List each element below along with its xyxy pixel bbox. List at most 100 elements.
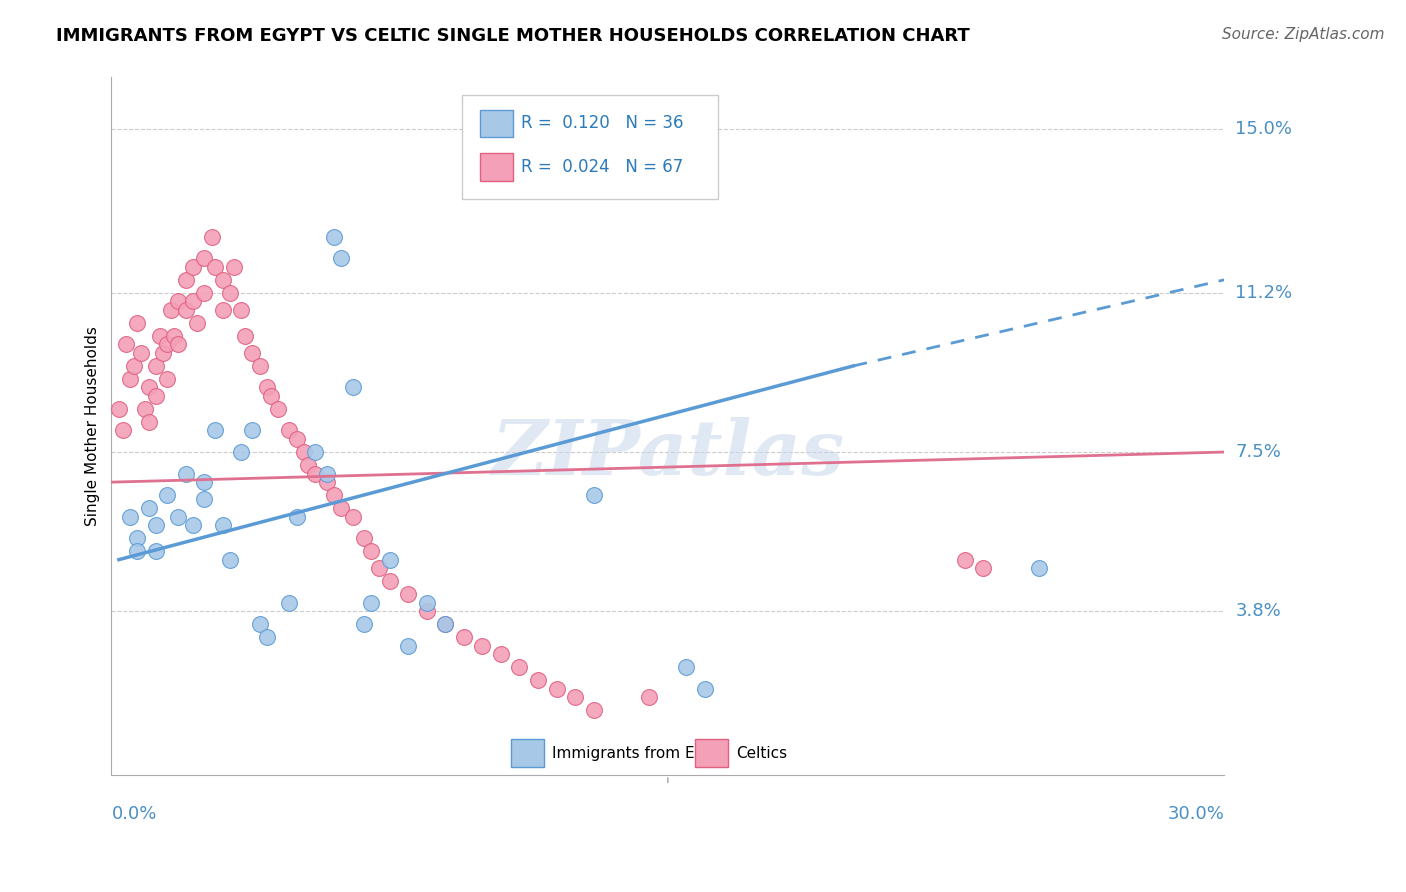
Text: Source: ZipAtlas.com: Source: ZipAtlas.com bbox=[1222, 27, 1385, 42]
Point bbox=[231, 302, 253, 317]
Point bbox=[193, 475, 215, 490]
Point bbox=[315, 475, 337, 490]
Point bbox=[278, 424, 301, 438]
Point bbox=[675, 660, 697, 674]
Point bbox=[231, 445, 253, 459]
Point bbox=[127, 316, 149, 330]
Point bbox=[527, 673, 550, 688]
Point bbox=[972, 561, 994, 575]
Point bbox=[453, 630, 475, 644]
Point bbox=[193, 252, 215, 266]
Point bbox=[508, 660, 530, 674]
Point bbox=[152, 346, 174, 360]
Point bbox=[174, 273, 197, 287]
Point bbox=[127, 531, 149, 545]
Point bbox=[159, 302, 181, 317]
Point bbox=[174, 302, 197, 317]
FancyBboxPatch shape bbox=[510, 739, 544, 767]
Point bbox=[174, 467, 197, 481]
Point bbox=[489, 648, 512, 662]
Point bbox=[242, 346, 264, 360]
Text: 11.2%: 11.2% bbox=[1236, 284, 1292, 301]
Point bbox=[167, 294, 190, 309]
Point bbox=[167, 509, 190, 524]
Point bbox=[122, 359, 145, 373]
Point bbox=[118, 372, 141, 386]
Point bbox=[323, 488, 346, 502]
Point bbox=[953, 552, 976, 566]
Point bbox=[129, 346, 152, 360]
Text: IMMIGRANTS FROM EGYPT VS CELTIC SINGLE MOTHER HOUSEHOLDS CORRELATION CHART: IMMIGRANTS FROM EGYPT VS CELTIC SINGLE M… bbox=[56, 27, 970, 45]
Point bbox=[416, 604, 439, 618]
FancyBboxPatch shape bbox=[479, 153, 513, 181]
Point bbox=[145, 518, 167, 533]
Point bbox=[1028, 561, 1050, 575]
Text: Immigrants from Egypt: Immigrants from Egypt bbox=[553, 747, 730, 762]
Point bbox=[127, 544, 149, 558]
Text: R =  0.120   N = 36: R = 0.120 N = 36 bbox=[522, 114, 683, 132]
Point bbox=[342, 380, 364, 394]
Point bbox=[260, 389, 283, 403]
Point bbox=[145, 389, 167, 403]
Point bbox=[434, 617, 457, 632]
Text: Celtics: Celtics bbox=[735, 747, 787, 762]
FancyBboxPatch shape bbox=[695, 739, 728, 767]
Point bbox=[145, 359, 167, 373]
Point bbox=[219, 285, 242, 300]
Point bbox=[211, 273, 233, 287]
Point bbox=[256, 380, 278, 394]
Text: 30.0%: 30.0% bbox=[1167, 805, 1225, 823]
Point bbox=[181, 518, 204, 533]
Point bbox=[249, 617, 271, 632]
Point bbox=[378, 574, 401, 589]
Point bbox=[193, 285, 215, 300]
Point bbox=[396, 587, 419, 601]
Point bbox=[378, 552, 401, 566]
Point bbox=[115, 337, 138, 351]
Point bbox=[342, 509, 364, 524]
Point bbox=[471, 639, 494, 653]
Point bbox=[353, 617, 375, 632]
Point bbox=[134, 401, 156, 416]
Point bbox=[163, 328, 186, 343]
Text: 3.8%: 3.8% bbox=[1236, 602, 1281, 620]
Point bbox=[546, 681, 568, 696]
Point bbox=[200, 229, 222, 244]
Point bbox=[233, 328, 256, 343]
Point bbox=[267, 401, 290, 416]
Point bbox=[693, 681, 716, 696]
Point bbox=[111, 424, 134, 438]
Point bbox=[156, 488, 179, 502]
Point bbox=[204, 424, 226, 438]
Point bbox=[360, 596, 382, 610]
Point bbox=[416, 596, 439, 610]
Point bbox=[249, 359, 271, 373]
FancyBboxPatch shape bbox=[479, 110, 513, 137]
Text: R =  0.024   N = 67: R = 0.024 N = 67 bbox=[522, 158, 683, 176]
Point bbox=[304, 445, 326, 459]
Point bbox=[242, 424, 264, 438]
Point bbox=[108, 401, 131, 416]
Point bbox=[285, 432, 308, 446]
Point bbox=[156, 372, 179, 386]
Point bbox=[156, 337, 179, 351]
FancyBboxPatch shape bbox=[463, 95, 718, 200]
Point bbox=[222, 260, 245, 274]
Point bbox=[193, 492, 215, 507]
Point bbox=[564, 690, 586, 705]
Text: 15.0%: 15.0% bbox=[1236, 120, 1292, 138]
Point bbox=[330, 252, 353, 266]
Point bbox=[297, 458, 319, 472]
Point bbox=[396, 639, 419, 653]
Point bbox=[582, 488, 605, 502]
Text: 7.5%: 7.5% bbox=[1236, 443, 1281, 461]
Point bbox=[360, 544, 382, 558]
Point bbox=[638, 690, 661, 705]
Point bbox=[285, 509, 308, 524]
Text: ZIPatlas: ZIPatlas bbox=[491, 417, 845, 491]
Point bbox=[138, 380, 160, 394]
Point bbox=[186, 316, 208, 330]
Point bbox=[204, 260, 226, 274]
Point bbox=[138, 500, 160, 515]
Point bbox=[219, 552, 242, 566]
